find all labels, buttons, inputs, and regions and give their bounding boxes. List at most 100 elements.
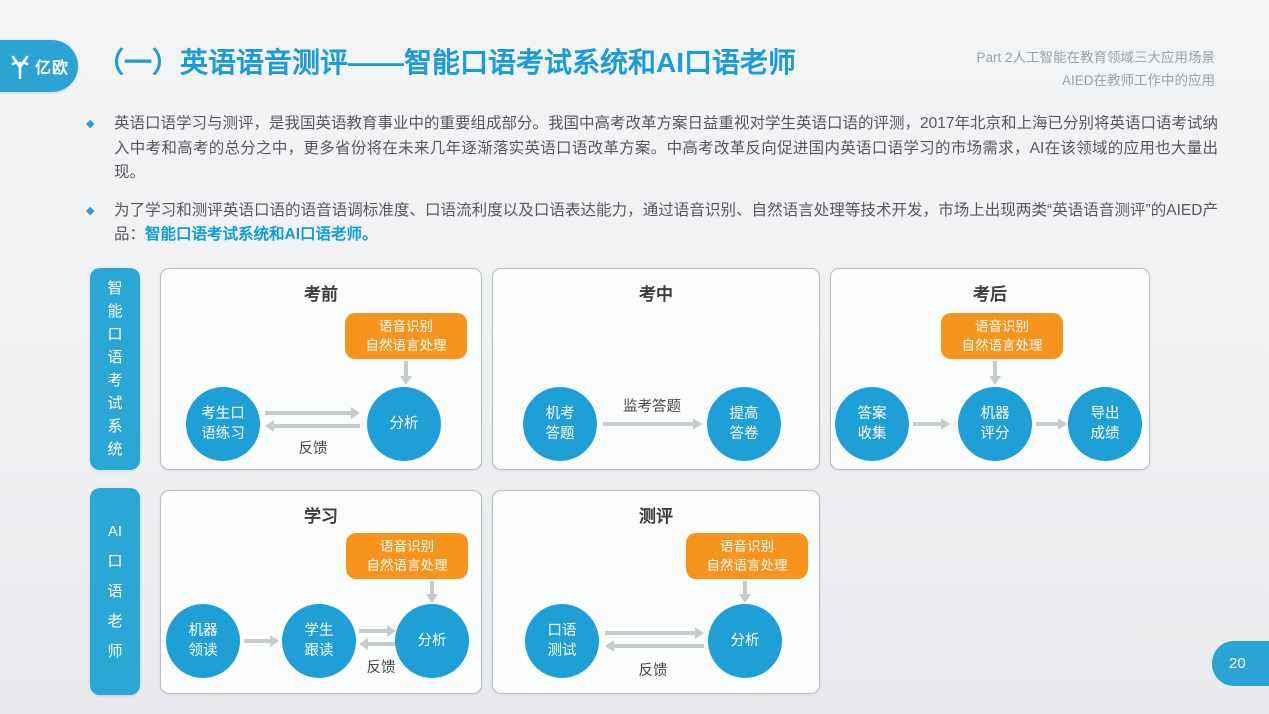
tech-tag-line1: 语音识别 — [975, 319, 1029, 334]
node-analysis: 分析 — [395, 604, 469, 678]
node-machine-scoring: 机器 评分 — [958, 387, 1032, 461]
arrow-left-head-icon — [359, 638, 368, 650]
bullet-text-1: 英语口语学习与测评，是我国英语教育事业中的重要组成部分。我国中高考改革方案日益重… — [114, 115, 1218, 181]
tech-tag-line1: 语音识别 — [380, 539, 434, 554]
page-number-badge: 20 — [1212, 641, 1269, 686]
panel-during-exam-title: 考中 — [639, 285, 673, 304]
node-text: 机器 — [980, 406, 1010, 422]
node-text: 分析 — [730, 633, 760, 649]
tech-tag-line1: 语音识别 — [720, 539, 774, 554]
row-label-ai-teacher-text: AI口语老师 — [107, 522, 123, 660]
node-answer-collection: 答案 收集 — [835, 387, 909, 461]
arrow-right-head-icon — [695, 627, 704, 639]
page-number: 20 — [1229, 655, 1246, 672]
header-right-line1: Part 2人工智能在教育领域三大应用场景 — [976, 50, 1215, 65]
arrow-right — [265, 411, 351, 415]
node-candidate-practice: 考生口 语练习 — [186, 387, 260, 461]
page-title: （一）英语语音测评——智能口语考试系统和AI口语老师 — [96, 47, 797, 78]
row-label-exam-system-text: 智能口语考试系统 — [107, 280, 123, 458]
arrow-right-head-icon — [693, 418, 702, 430]
tech-tag-line2: 自然语言处理 — [961, 338, 1043, 353]
arrow-right — [913, 422, 941, 426]
arrow-left — [274, 424, 360, 428]
node-text: 评分 — [980, 426, 1010, 442]
feedback-label: 反馈 — [298, 441, 328, 457]
node-text: 答题 — [545, 426, 575, 442]
tech-tag: 语音识别 自然语言处理 — [346, 533, 468, 579]
yiou-logo: 亿欧 — [0, 40, 78, 92]
node-text: 领读 — [188, 643, 218, 659]
panel-post-exam-title: 考后 — [973, 285, 1007, 304]
node-text: 收集 — [857, 426, 887, 442]
tech-tag-line2: 自然语言处理 — [366, 558, 448, 573]
arrow-right — [1036, 422, 1058, 426]
panel-during-exam: 考中 机考 答题 监考答题 提高 答卷 — [492, 268, 820, 470]
arrow-down — [430, 581, 434, 594]
node-submit-answers: 提高 答卷 — [707, 387, 781, 461]
bullet-item-2: ◆ 为了学习和测评英语口语的语音语调标准度、口语流利度以及口语表达能力，通过语音… — [86, 199, 1218, 248]
feedback-label: 反馈 — [366, 660, 396, 676]
bullet-text-2: 为了学习和测评英语口语的语音语调标准度、口语流利度以及口语表达能力，通过语音识别… — [114, 199, 1218, 248]
arrow-right — [244, 639, 270, 643]
panel-evaluation: 测评 语音识别 自然语言处理 口语 测试 反馈 分析 — [492, 490, 820, 694]
node-export-scores: 导出 成绩 — [1068, 387, 1142, 461]
arrow-right-head-icon — [941, 418, 950, 430]
arrow-down — [993, 361, 997, 376]
diamond-bullet-icon: ◆ — [86, 204, 95, 217]
tech-tag: 语音识别 自然语言处理 — [345, 313, 467, 359]
node-text: 口语 — [547, 623, 577, 639]
yiou-logo-text: 亿欧 — [34, 60, 69, 77]
bullet-text-2-highlight: 智能口语考试系统和AI口语老师。 — [145, 226, 378, 243]
node-text: 答案 — [857, 406, 887, 422]
tech-tag: 语音识别 自然语言处理 — [686, 533, 808, 579]
bullet-item-1: ◆ 英语口语学习与测评，是我国英语教育事业中的重要组成部分。我国中高考改革方案日… — [86, 112, 1218, 186]
node-text: 测试 — [547, 643, 577, 659]
node-text: 机器 — [188, 623, 218, 639]
arrow-down — [743, 581, 747, 594]
node-text: 成绩 — [1090, 426, 1120, 442]
yiou-logo-icon — [11, 55, 29, 79]
intro-bullets: ◆ 英语口语学习与测评，是我国英语教育事业中的重要组成部分。我国中高考改革方案日… — [86, 112, 1218, 248]
feedback-label: 反馈 — [638, 663, 668, 679]
arrow-down-head-icon — [739, 594, 751, 603]
node-analysis: 分析 — [367, 387, 441, 461]
header-right-line2: AIED在教师工作中的应用 — [1061, 73, 1215, 88]
node-text: 跟读 — [304, 643, 334, 659]
node-text: 分析 — [389, 416, 419, 432]
row-label-ai-teacher: AI口语老师 — [90, 488, 140, 695]
panel-pre-exam: 考前 语音识别 自然语言处理 考生口 语练习 分析 反馈 — [160, 268, 482, 470]
arrow-right-head-icon — [351, 407, 360, 419]
node-text: 考生口 — [201, 406, 245, 422]
node-text: 语练习 — [201, 426, 245, 442]
tech-tag-line2: 自然语言处理 — [706, 558, 788, 573]
panel-learning-title: 学习 — [304, 507, 338, 526]
node-machine-reading: 机器 领读 — [166, 604, 240, 678]
arrow-down-head-icon — [426, 594, 438, 603]
node-text: 导出 — [1090, 406, 1120, 422]
panel-post-exam: 考后 语音识别 自然语言处理 答案 收集 机器 评分 导出 成绩 — [830, 268, 1150, 470]
tech-tag: 语音识别 自然语言处理 — [941, 313, 1063, 359]
node-oral-test: 口语 测试 — [525, 604, 599, 678]
node-computer-exam: 机考 答题 — [523, 387, 597, 461]
node-text: 提高 — [729, 406, 759, 422]
tech-tag-line2: 自然语言处理 — [365, 338, 447, 353]
panel-evaluation-title: 测评 — [639, 507, 673, 526]
arrow-left-head-icon — [605, 640, 614, 652]
node-student-repeat: 学生 跟读 — [282, 604, 356, 678]
panel-learning: 学习 语音识别 自然语言处理 机器 领读 学生 跟读 反馈 分析 — [160, 490, 482, 694]
header-right: Part 2人工智能在教育领域三大应用场景 AIED在教师工作中的应用 — [976, 46, 1215, 92]
node-text: 分析 — [417, 633, 447, 649]
arrow-right — [603, 422, 693, 426]
arrow-left — [368, 642, 396, 646]
arrow-down — [404, 361, 408, 376]
arrow-left-head-icon — [265, 420, 274, 432]
node-text: 学生 — [304, 623, 334, 639]
diamond-bullet-icon: ◆ — [86, 118, 95, 130]
panel-pre-exam-title: 考前 — [304, 285, 338, 304]
bullet-text-2-prefix: 为了学习和测评英语口语的语音语调标准度、口语流利度以及口语表达能力，通过语音识别… — [114, 201, 1218, 244]
arrow-down-head-icon — [989, 376, 1001, 385]
arrow-right-head-icon — [270, 635, 279, 647]
arrow-right-head-icon — [1058, 418, 1067, 430]
arrow-left — [614, 644, 704, 648]
arrow-right — [605, 631, 695, 635]
